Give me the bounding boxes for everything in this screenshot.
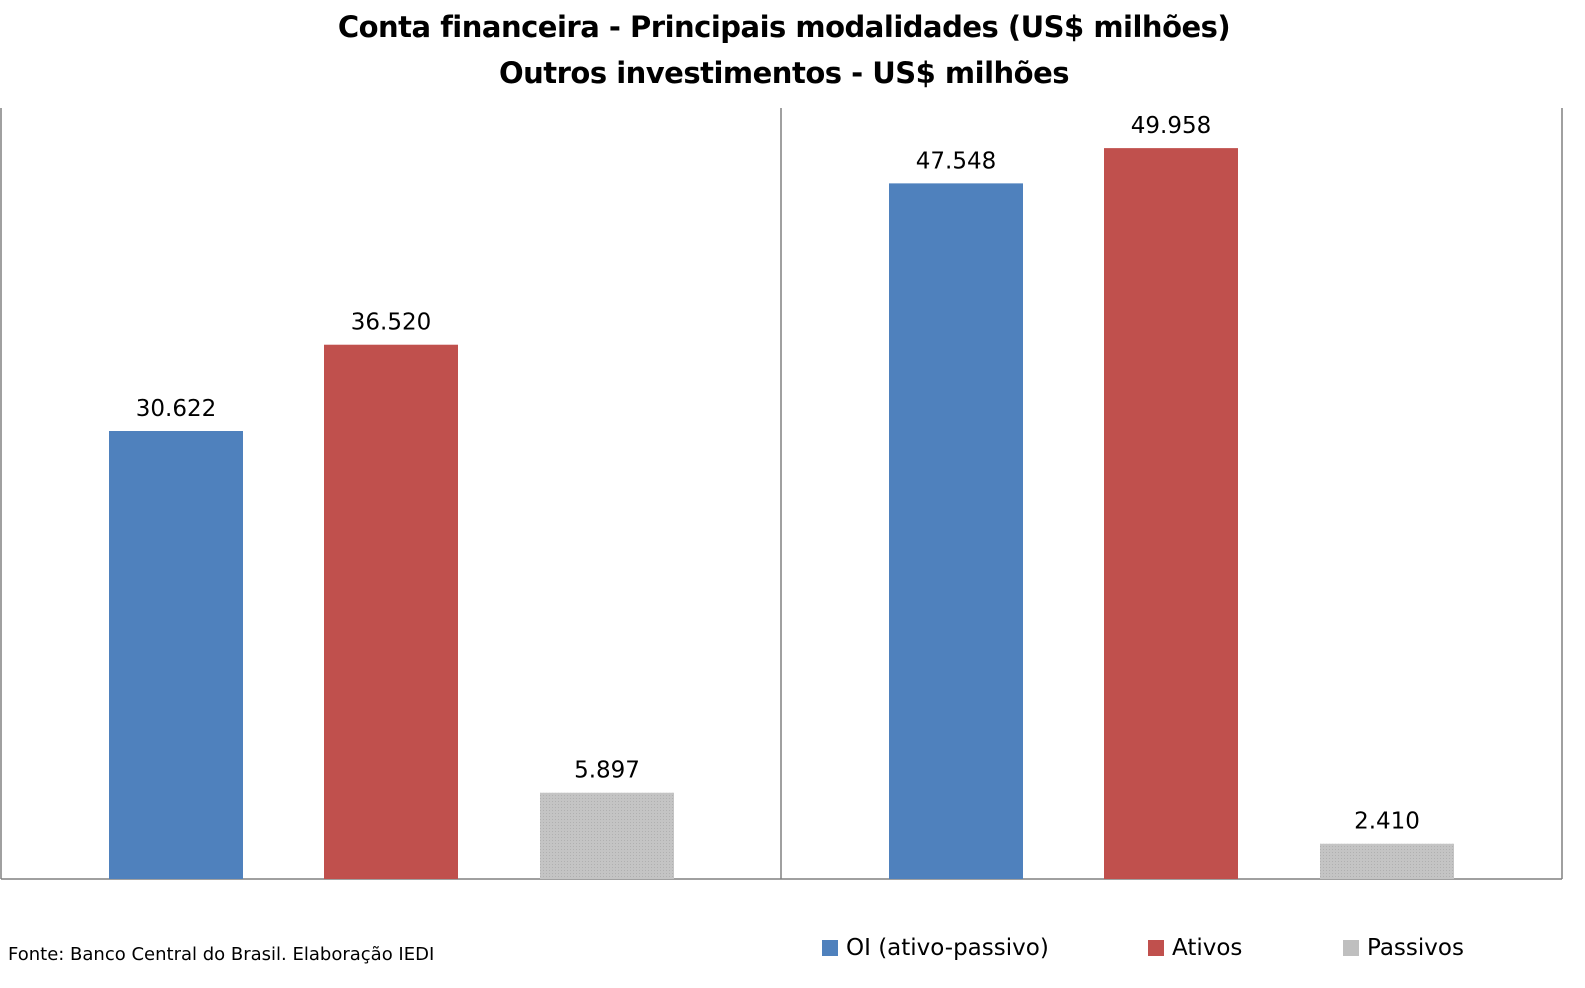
chart-subtitle: Outros investimentos - US$ milhões xyxy=(498,56,1070,90)
bar-2-2 xyxy=(1104,148,1238,879)
legend-swatch-passivos xyxy=(1343,940,1359,956)
legend-item-oi: OI (ativo-passivo) xyxy=(822,934,1049,962)
legend-label-passivos: Passivos xyxy=(1367,935,1464,961)
chart-title: Conta financeira - Principais modalidade… xyxy=(337,10,1231,44)
legend-item-passivos: Passivos xyxy=(1343,934,1464,962)
data-label-1-1: 30.622 xyxy=(136,396,216,422)
data-label-1-2: 36.520 xyxy=(351,310,431,336)
bar-2-3 xyxy=(1320,843,1454,879)
legend-label-oi: OI (ativo-passivo) xyxy=(846,935,1049,961)
data-label-2-2: 49.958 xyxy=(1131,113,1211,139)
bar-1-1 xyxy=(109,431,243,879)
bar-1-3 xyxy=(540,792,674,879)
legend-swatch-ativos xyxy=(1148,940,1164,956)
bar-2-1 xyxy=(889,183,1023,879)
data-label-1-3: 5.897 xyxy=(574,758,640,784)
legend-label-ativos: Ativos xyxy=(1172,935,1243,961)
legend-item-ativos: Ativos xyxy=(1148,934,1242,962)
data-label-2-1: 47.548 xyxy=(916,148,996,174)
source-note: Fonte: Banco Central do Brasil. Elaboraç… xyxy=(8,944,435,965)
legend-swatch-oi xyxy=(822,940,838,956)
bar-1-2 xyxy=(324,344,458,879)
data-label-2-3: 2.410 xyxy=(1354,809,1420,835)
